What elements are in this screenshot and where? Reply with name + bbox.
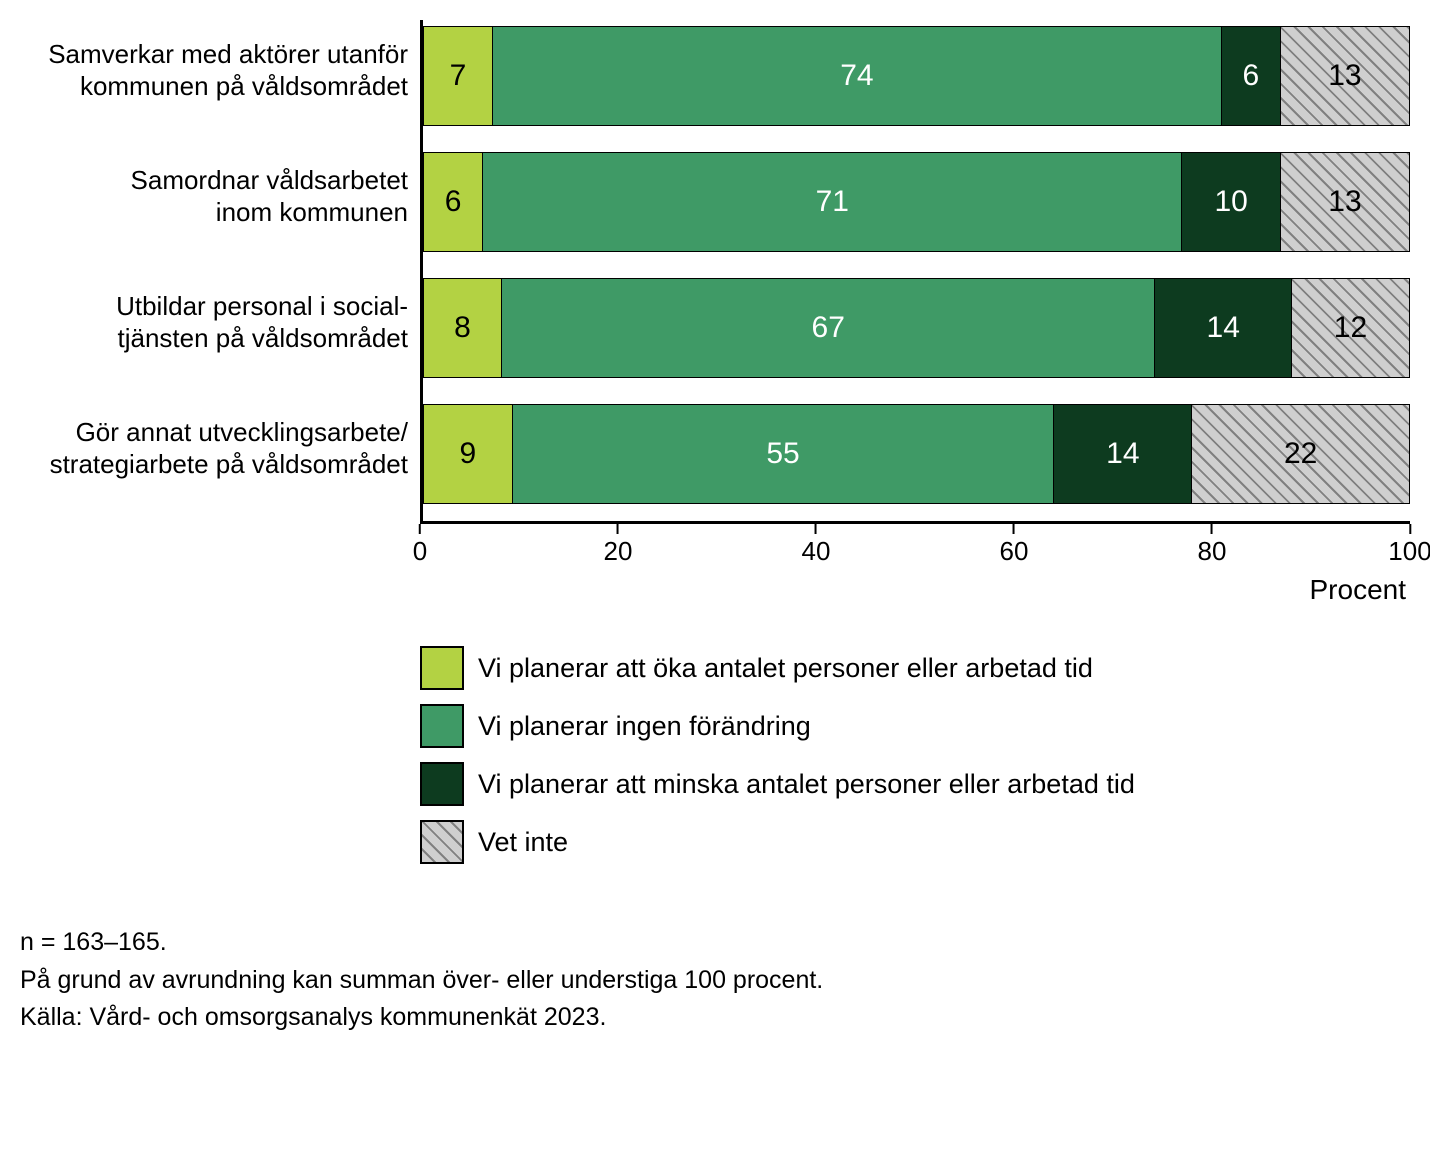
legend-swatch [420,646,464,690]
y-axis-labels: Samverkar med aktörer utanförkommunen på… [20,20,420,606]
bar-segment-dontknow: 12 [1292,279,1409,377]
legend-item: Vet inte [420,820,1410,864]
bar-segment-nochange: 74 [493,27,1222,125]
legend-item: Vi planerar att minska antalet personer … [420,762,1410,806]
legend-label: Vi planerar att minska antalet personer … [478,769,1135,800]
plot-area: 774613671101386714129551422 [420,20,1410,524]
x-tick: 60 [1000,524,1029,567]
x-tick: 40 [802,524,831,567]
stacked-bar-chart: Samverkar med aktörer utanförkommunen på… [20,20,1410,1037]
bar-segment-increase: 9 [424,405,513,503]
legend-label: Vi planerar ingen förändring [478,711,811,742]
x-axis-ticks: 020406080100 [420,524,1410,564]
legend-label: Vi planerar att öka antalet personer ell… [478,653,1093,684]
bars-container: 774613671101386714129551422 [423,20,1410,504]
x-tick: 0 [413,524,427,567]
legend-swatch [420,820,464,864]
bar-row: 8671412 [423,278,1410,378]
plot-column: 774613671101386714129551422 020406080100… [420,20,1410,606]
bar-segment-decrease: 10 [1182,153,1281,251]
legend-swatch [420,762,464,806]
legend-label: Vet inte [478,827,568,858]
footnote-line: På grund av avrundning kan summan över- … [20,962,1410,1000]
bar-row: 9551422 [423,404,1410,504]
footnote-line: Källa: Vård- och omsorgsanalys kommunenk… [20,999,1410,1037]
x-tick: 80 [1198,524,1227,567]
bar-segment-dontknow: 13 [1281,27,1409,125]
chart-body: Samverkar med aktörer utanförkommunen på… [20,20,1410,606]
category-label: Utbildar personal i social-tjänsten på v… [20,272,408,372]
bar-segment-increase: 8 [424,279,502,377]
footnote-line: n = 163–165. [20,924,1410,962]
bar-segment-decrease: 6 [1222,27,1281,125]
bar-segment-decrease: 14 [1155,279,1292,377]
x-tick: 20 [604,524,633,567]
bar-segment-decrease: 14 [1054,405,1192,503]
category-label: Samordnar våldsarbetetinom kommunen [20,146,408,246]
bar-segment-nochange: 71 [483,153,1182,251]
bar-segment-dontknow: 22 [1192,405,1409,503]
legend: Vi planerar att öka antalet personer ell… [420,646,1410,864]
footnotes: n = 163–165.På grund av avrundning kan s… [20,924,1410,1037]
bar-segment-dontknow: 13 [1281,153,1409,251]
legend-item: Vi planerar att öka antalet personer ell… [420,646,1410,690]
bar-segment-increase: 7 [424,27,493,125]
category-label: Gör annat utvecklingsarbete/strategiarbe… [20,398,408,498]
bar-segment-increase: 6 [424,153,483,251]
bar-segment-nochange: 55 [513,405,1055,503]
bar-row: 774613 [423,26,1410,126]
bar-segment-nochange: 67 [502,279,1155,377]
category-label: Samverkar med aktörer utanförkommunen på… [20,20,408,120]
bar-row: 6711013 [423,152,1410,252]
x-tick: 100 [1388,524,1430,567]
x-axis-title: Procent [420,574,1410,606]
legend-item: Vi planerar ingen förändring [420,704,1410,748]
legend-swatch [420,704,464,748]
